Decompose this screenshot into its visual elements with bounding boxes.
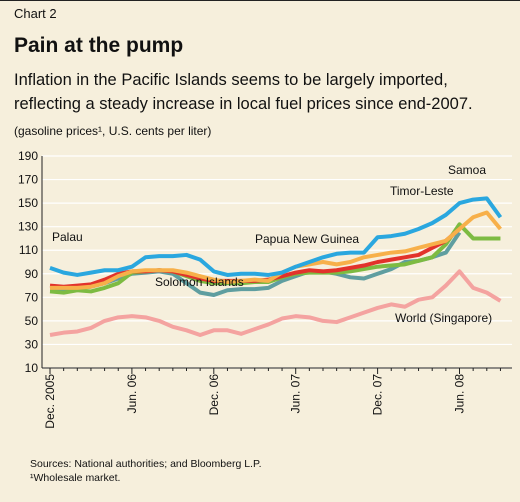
series-line: [50, 231, 462, 297]
chart-title: Pain at the pump: [14, 34, 184, 57]
y-tick-label: 70: [25, 290, 39, 304]
footnote: Sources: National authorities; and Bloom…: [30, 458, 262, 470]
series-label: Samoa: [448, 163, 486, 177]
series-label: Timor-Leste: [390, 184, 454, 198]
series-line: [49, 269, 502, 338]
chart-label: Chart 2: [14, 6, 57, 21]
chart-subtitle: Inflation in the Pacific Islands seems t…: [14, 71, 473, 113]
plot-area: [42, 156, 512, 368]
x-tick-label: Dec. 07: [371, 374, 385, 416]
series-label: Palau: [52, 230, 83, 244]
y-tick-label: 150: [18, 196, 38, 210]
series-label: World (Singapore): [395, 311, 492, 325]
y-tick-label: 90: [25, 267, 39, 281]
y-tick-label: 170: [18, 173, 38, 187]
x-tick-label: Jun. 06: [125, 374, 139, 414]
x-tick-label: Jun. 07: [289, 374, 303, 414]
series-line: [49, 196, 503, 277]
series-label: Solomon Islands: [155, 275, 244, 289]
x-tick-label: Dec. 2005: [43, 374, 57, 429]
y-axis-label: (gasoline prices¹, U.S. cents per liter): [14, 124, 212, 138]
x-tick-label: Jun. 08: [453, 374, 467, 414]
y-tick-label: 130: [18, 220, 38, 234]
y-tick-label: 30: [25, 337, 39, 351]
y-tick-label: 110: [19, 243, 38, 257]
y-tick-label: 50: [25, 314, 39, 328]
y-tick-label: 10: [25, 361, 39, 375]
footnote: ¹Wholesale market.: [30, 472, 120, 484]
y-tick-label: 190: [18, 149, 38, 163]
series-label: Papua New Guinea: [255, 232, 359, 246]
series-line: [50, 210, 502, 290]
x-tick-label: Dec. 06: [207, 374, 221, 416]
